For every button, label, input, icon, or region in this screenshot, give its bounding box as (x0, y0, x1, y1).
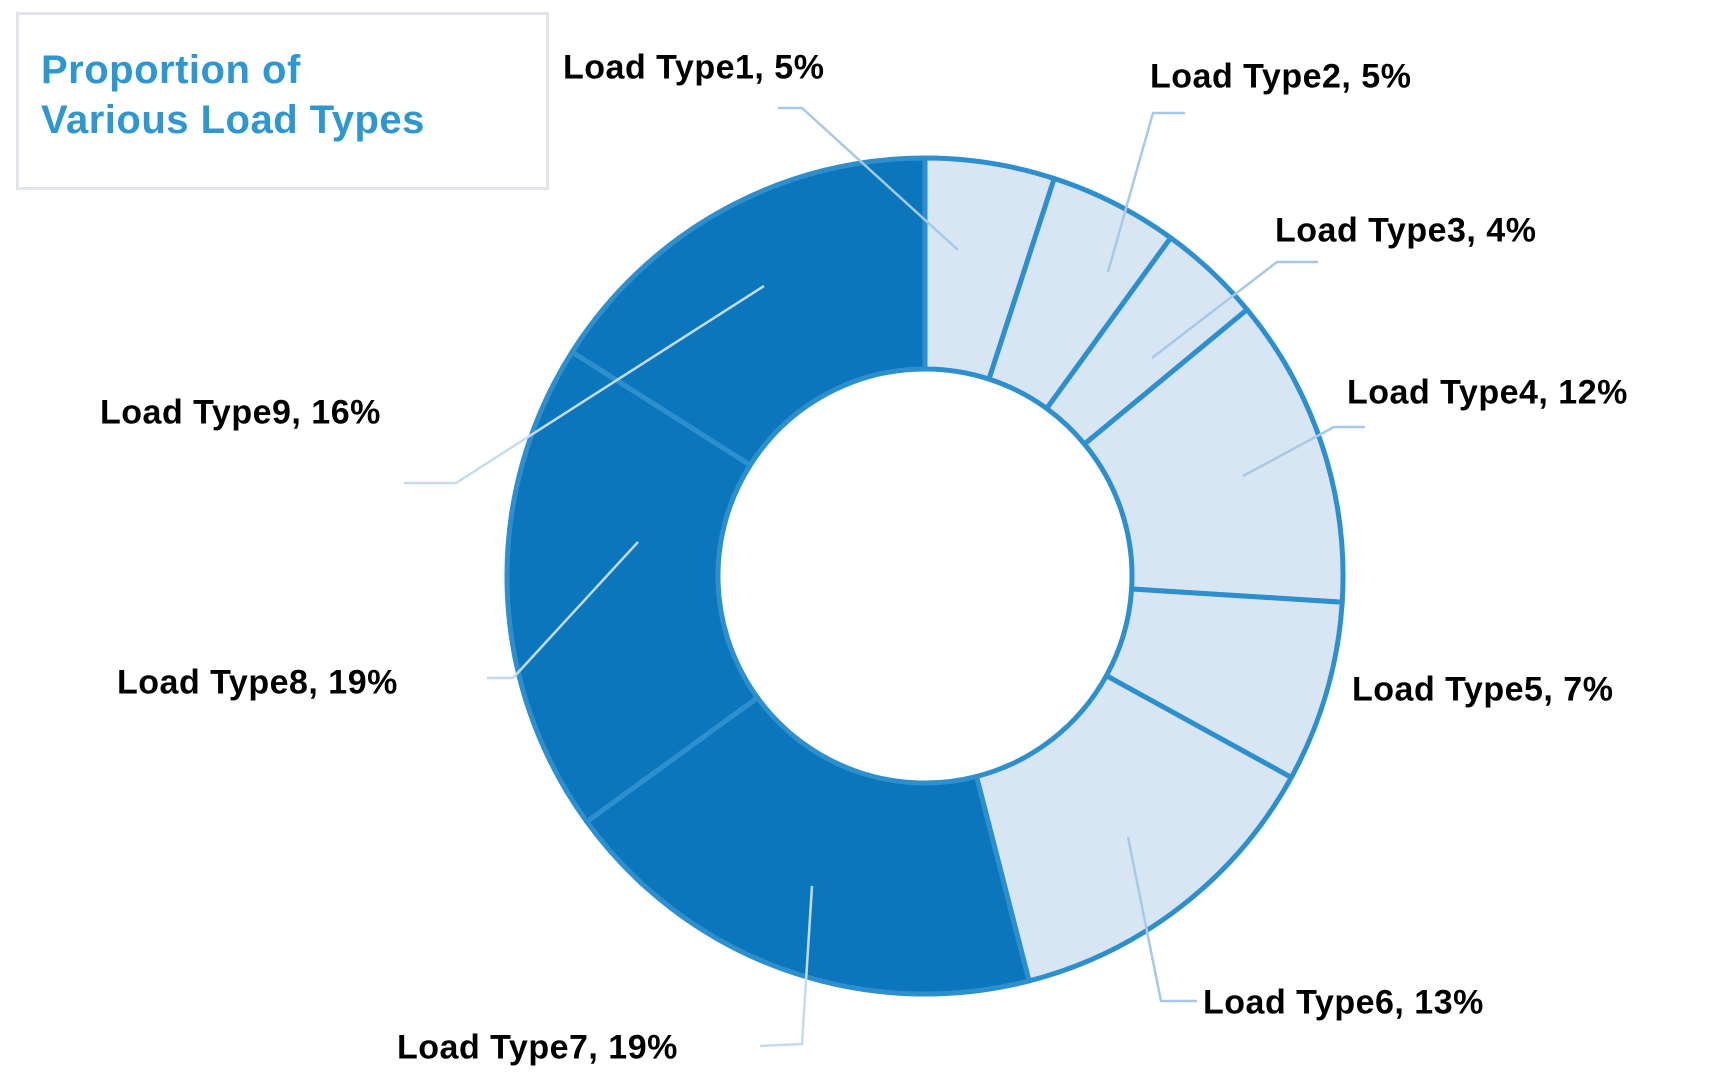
leader-line-load-type2 (1106, 111, 1185, 273)
leader-line-load-type8 (487, 541, 639, 680)
slice-label-load-type7: Load Type7, 19% (397, 1028, 678, 1067)
slice-load-type6 (974, 673, 1294, 984)
slice-label-load-type2: Load Type2, 5% (1150, 57, 1412, 96)
leader-line-load-type1 (778, 106, 959, 251)
slice-label-load-type1: Load Type1, 5% (563, 48, 825, 87)
chart-title-line-1: Proportion of (41, 48, 301, 92)
slice-label-load-type4: Load Type4, 12% (1347, 373, 1628, 412)
leader-line-load-type9 (404, 284, 765, 485)
leader-line-load-type3 (1151, 260, 1318, 359)
slice-label-load-type3: Load Type3, 4% (1275, 211, 1537, 250)
slice-load-type9 (569, 155, 928, 468)
chart-title-box: Proportion of Various Load Types (16, 12, 549, 190)
slice-label-load-type5: Load Type5, 7% (1352, 670, 1614, 709)
leader-line-load-type7 (759, 885, 814, 1048)
leader-line-load-type4 (1242, 425, 1365, 478)
slice-label-load-type9: Load Type9, 16% (100, 393, 381, 432)
slice-label-load-type8: Load Type8, 19% (117, 663, 398, 702)
slice-label-load-type6: Load Type6, 13% (1203, 983, 1484, 1022)
chart-title-line-2: Various Load Types (41, 98, 425, 142)
slice-load-type8 (504, 349, 760, 825)
leader-line-load-type6 (1126, 836, 1197, 1003)
slice-load-type4 (1082, 307, 1346, 605)
slice-load-type7 (584, 695, 1032, 997)
